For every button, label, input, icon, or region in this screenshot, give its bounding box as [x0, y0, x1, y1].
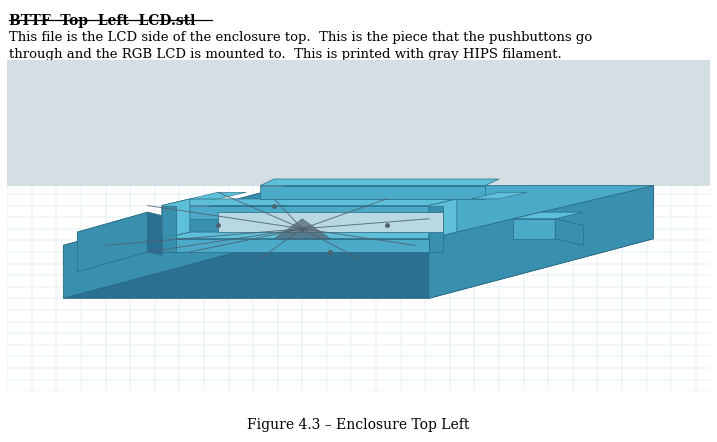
Polygon shape — [260, 179, 499, 186]
Polygon shape — [63, 239, 654, 298]
Text: BTTF  Top  Left  LCD.stl: BTTF Top Left LCD.stl — [9, 14, 195, 28]
Text: Figure 4.3 – Enclosure Top Left: Figure 4.3 – Enclosure Top Left — [247, 418, 470, 432]
Polygon shape — [218, 212, 443, 232]
Polygon shape — [555, 219, 584, 245]
Polygon shape — [77, 212, 148, 272]
Polygon shape — [260, 186, 485, 199]
Polygon shape — [429, 206, 443, 252]
Text: This file is the LCD side of the enclosure top.  This is the piece that the push: This file is the LCD side of the enclosu… — [9, 31, 592, 61]
Polygon shape — [148, 212, 162, 255]
Polygon shape — [162, 232, 457, 239]
Polygon shape — [190, 192, 246, 199]
Polygon shape — [513, 219, 555, 239]
Polygon shape — [162, 206, 429, 219]
Polygon shape — [63, 186, 654, 265]
Polygon shape — [162, 199, 190, 239]
Polygon shape — [471, 192, 527, 199]
Polygon shape — [77, 212, 148, 245]
Polygon shape — [162, 239, 429, 252]
Polygon shape — [513, 212, 584, 219]
Polygon shape — [162, 199, 457, 206]
Polygon shape — [274, 219, 331, 239]
Polygon shape — [429, 199, 457, 239]
Polygon shape — [7, 60, 710, 186]
Polygon shape — [162, 206, 176, 252]
Polygon shape — [429, 186, 654, 298]
Polygon shape — [63, 186, 288, 298]
